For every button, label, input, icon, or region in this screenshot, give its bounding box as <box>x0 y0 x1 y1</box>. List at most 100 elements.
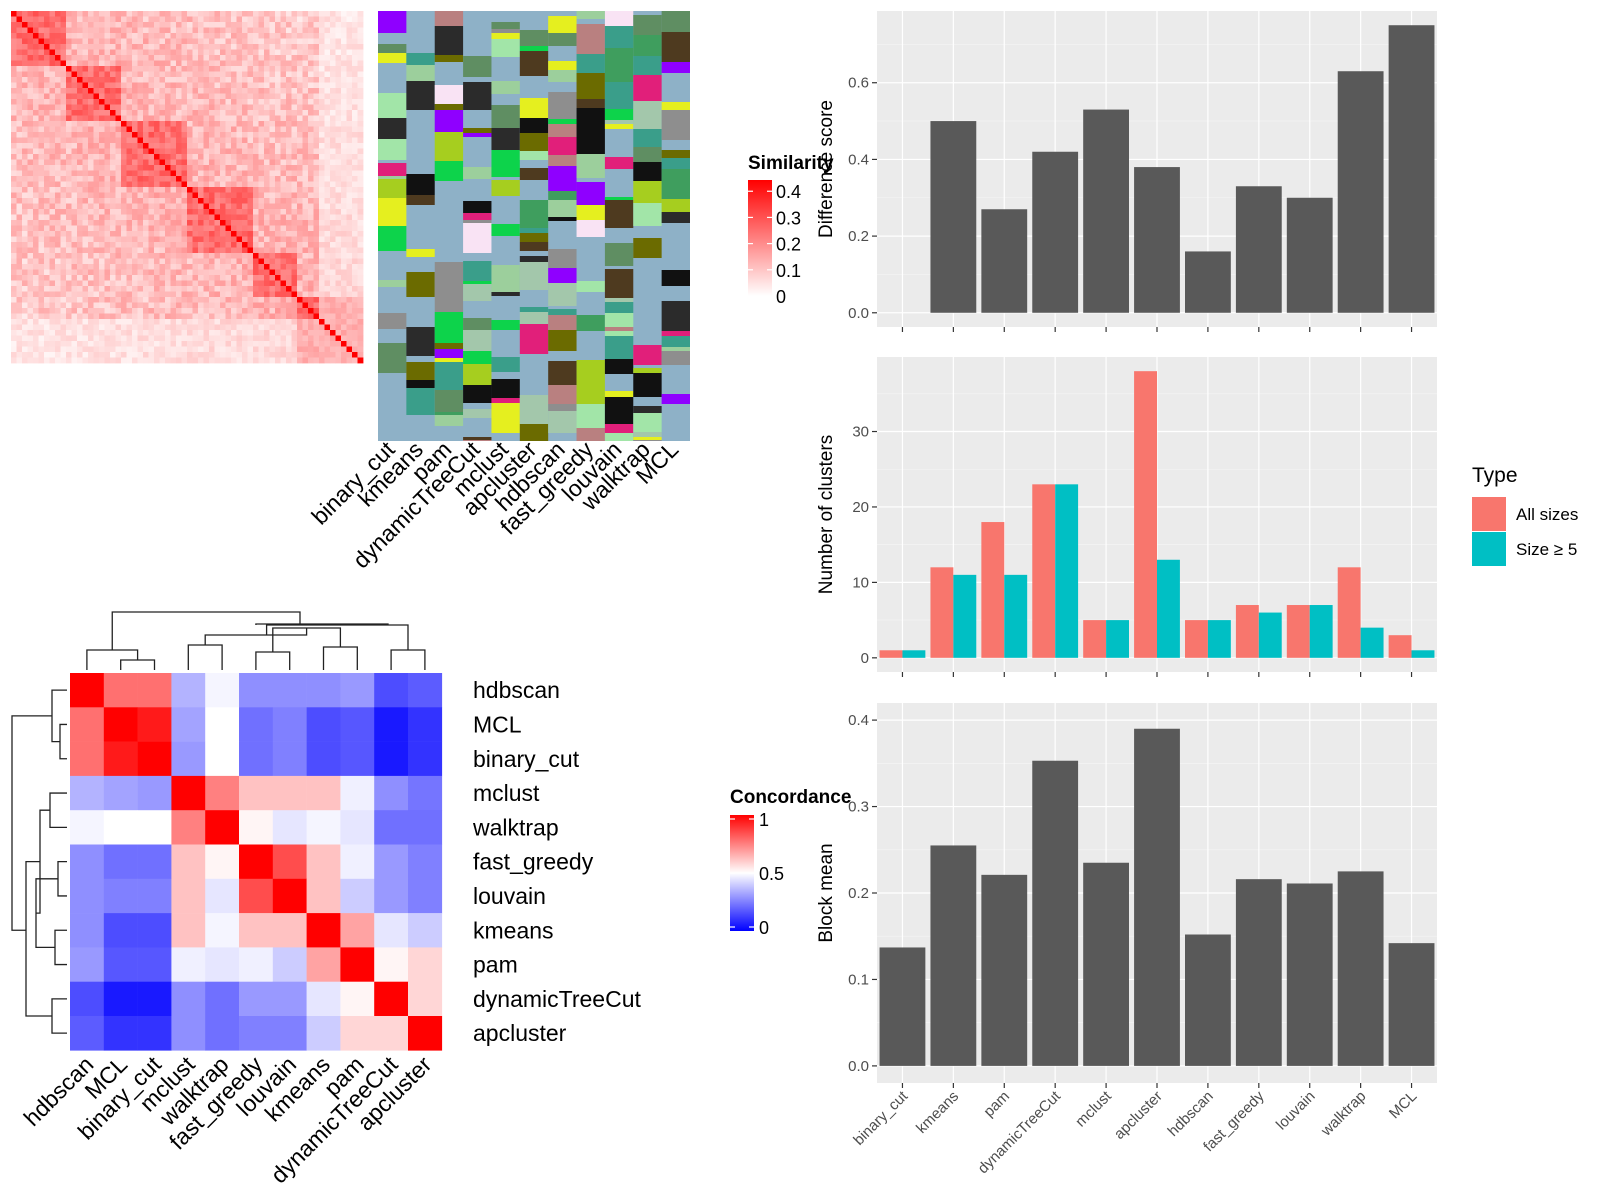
similarity-cell <box>165 187 171 193</box>
cluster-segment <box>604 397 634 424</box>
similarity-cell <box>357 247 364 254</box>
similarity-cell <box>88 258 94 265</box>
similarity-cell <box>121 60 127 67</box>
concordance-cell <box>340 913 375 948</box>
similarity-cell <box>71 22 78 28</box>
similarity-cell <box>286 165 292 171</box>
similarity-cell <box>324 253 331 259</box>
similarity-cell <box>258 126 265 133</box>
y-tick-label: 0.4 <box>848 712 869 729</box>
similarity-cell <box>302 71 309 78</box>
similarity-cell <box>319 346 325 353</box>
similarity-cell <box>198 22 204 28</box>
similarity-cell <box>203 192 210 199</box>
similarity-cell <box>308 280 314 287</box>
similarity-cell <box>269 49 276 56</box>
similarity-cell <box>313 115 320 122</box>
similarity-cell <box>341 264 347 270</box>
similarity-cell <box>154 99 160 105</box>
bar <box>1286 883 1333 1066</box>
similarity-cell <box>159 330 166 336</box>
similarity-cell <box>16 55 23 61</box>
similarity-cell <box>346 313 353 320</box>
similarity-cell <box>352 165 358 171</box>
similarity-cell <box>242 203 248 210</box>
similarity-cell <box>225 60 232 67</box>
similarity-cell <box>269 104 276 111</box>
similarity-cell <box>44 154 50 160</box>
similarity-cell <box>231 93 237 100</box>
similarity-cell <box>236 49 243 56</box>
similarity-cell <box>187 225 193 232</box>
similarity-cell <box>313 27 320 34</box>
similarity-cell <box>44 159 50 166</box>
similarity-cell <box>176 247 182 254</box>
similarity-cell <box>341 247 347 254</box>
similarity-cell <box>192 99 199 105</box>
similarity-cell <box>269 38 276 45</box>
similarity-cell <box>231 22 237 28</box>
similarity-cell <box>335 258 342 265</box>
similarity-cell <box>192 297 199 303</box>
similarity-cell <box>181 264 188 270</box>
similarity-cell <box>302 297 309 303</box>
similarity-cell <box>269 181 276 188</box>
concordance-cell <box>374 981 409 1017</box>
similarity-cell <box>16 247 23 254</box>
similarity-cell <box>159 335 166 342</box>
similarity-cell <box>308 192 314 199</box>
similarity-cell <box>170 247 177 254</box>
similarity-cell <box>247 225 254 232</box>
similarity-cell <box>264 137 270 144</box>
similarity-cell <box>132 324 138 331</box>
similarity-cell <box>291 352 298 358</box>
similarity-cell <box>209 313 215 320</box>
similarity-cell <box>132 104 138 111</box>
y-tick-label: 20 <box>852 499 869 516</box>
similarity-cell <box>324 11 331 17</box>
concordance-cell <box>239 947 274 982</box>
similarity-cell <box>302 99 309 105</box>
similarity-cell <box>220 33 226 39</box>
similarity-cell <box>330 93 336 100</box>
similarity-cell <box>66 170 72 177</box>
similarity-cell <box>242 247 248 254</box>
concordance-cell <box>340 844 375 880</box>
similarity-cell <box>93 143 100 149</box>
similarity-cell <box>280 258 287 265</box>
similarity-cell <box>286 198 292 204</box>
similarity-cell <box>181 291 188 298</box>
similarity-cell <box>286 176 292 182</box>
similarity-cell <box>324 324 331 331</box>
similarity-cell <box>49 203 56 210</box>
similarity-cell <box>121 176 127 182</box>
similarity-cell <box>286 143 292 149</box>
y-tick-label: 30 <box>852 424 869 441</box>
similarity-cell <box>247 55 254 61</box>
similarity-cell <box>60 170 67 177</box>
similarity-cell <box>77 335 83 342</box>
similarity-cell <box>99 126 105 133</box>
similarity-cell <box>258 308 265 314</box>
similarity-cell <box>286 181 292 188</box>
similarity-cell <box>187 220 193 226</box>
concordance-row-label: binary_cut <box>473 746 580 772</box>
similarity-cell <box>88 203 94 210</box>
similarity-cell <box>165 55 171 61</box>
concordance-cell <box>205 810 240 845</box>
similarity-cell <box>324 319 331 325</box>
similarity-cell <box>93 352 100 358</box>
similarity-cell <box>154 357 160 364</box>
similarity-cell <box>253 159 259 166</box>
similarity-cell <box>132 308 138 314</box>
similarity-cell <box>297 99 303 105</box>
similarity-cell <box>27 110 34 116</box>
similarity-cell <box>55 121 61 127</box>
similarity-cell <box>253 49 259 56</box>
similarity-cell <box>297 60 303 67</box>
similarity-cell <box>302 225 309 232</box>
similarity-cell <box>115 148 122 155</box>
similarity-cell <box>143 154 149 160</box>
y-tick-label: 0.3 <box>848 799 869 816</box>
similarity-cell <box>214 176 221 182</box>
